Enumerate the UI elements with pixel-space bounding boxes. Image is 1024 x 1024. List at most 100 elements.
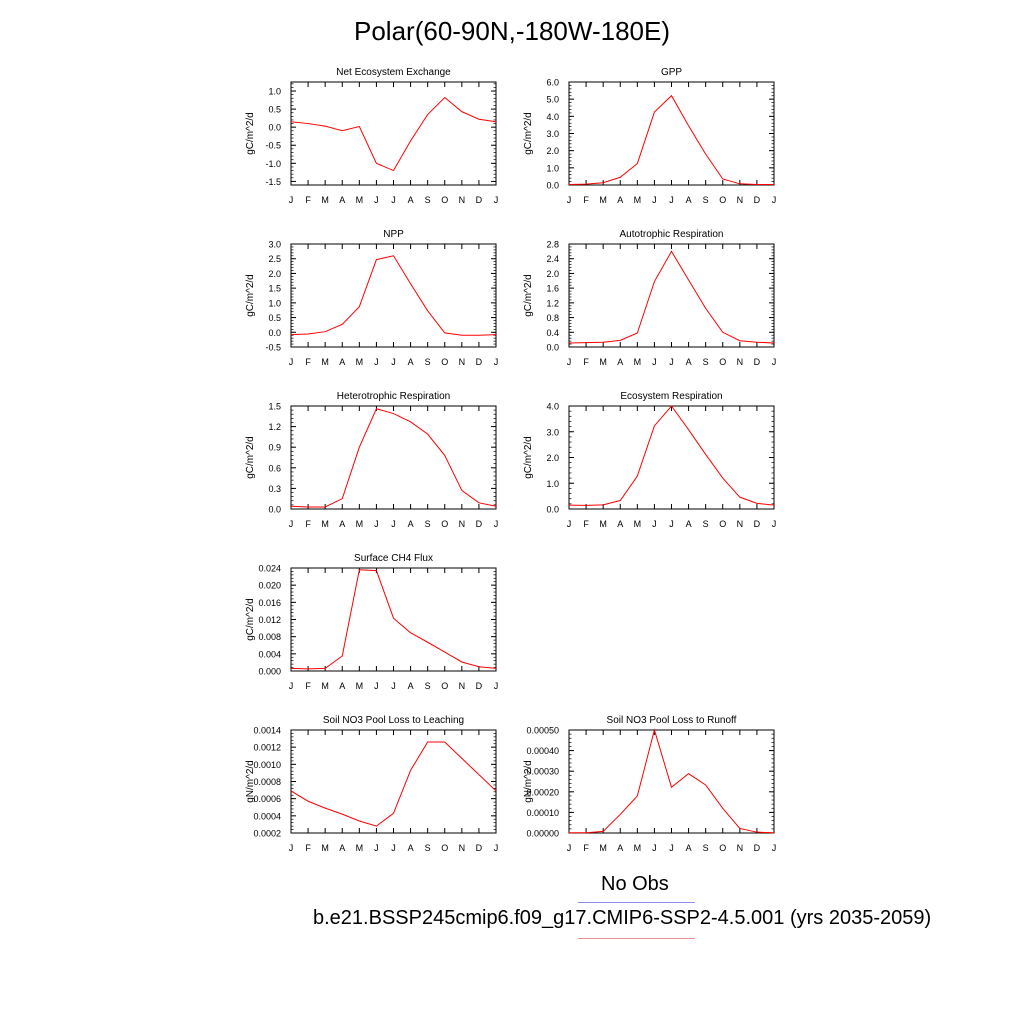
x-tick-label: S (425, 843, 431, 853)
y-tick-label: 4.0 (546, 402, 559, 412)
x-tick-label: J (652, 519, 657, 529)
y-axis-label: gN/m^2/d (245, 760, 256, 803)
x-tick-label: D (754, 843, 761, 853)
y-tick-label: 1.0 (268, 87, 281, 97)
x-tick-label: J (391, 519, 396, 529)
y-tick-label: 1.0 (268, 298, 281, 308)
y-tick-label: 5.0 (546, 95, 559, 105)
y-tick-label: 1.5 (268, 284, 281, 294)
y-tick-label: 0.016 (258, 598, 281, 608)
x-tick-label: M (321, 519, 329, 529)
y-tick-label: 1.6 (546, 284, 559, 294)
y-tick-label: 0.5 (268, 105, 281, 115)
y-tick-label: 0.9 (268, 443, 281, 453)
x-tick-label: A (339, 843, 345, 853)
y-tick-label: 1.0 (546, 479, 559, 489)
y-axis-label: gC/m^2/d (245, 274, 256, 317)
plot-frame (290, 567, 497, 672)
x-tick-label: O (719, 843, 726, 853)
x-tick-label: M (599, 519, 607, 529)
y-tick-label: 0.00020 (526, 787, 559, 797)
x-tick-label: N (737, 357, 744, 367)
x-tick-label: A (339, 195, 345, 205)
y-tick-label: 0.8 (546, 313, 559, 323)
x-tick-label: A (339, 357, 345, 367)
x-tick-label: F (583, 357, 589, 367)
y-axis-label: gC/m^2/d (523, 274, 534, 317)
x-tick-label: M (634, 843, 642, 853)
x-tick-label: J (494, 195, 499, 205)
y-tick-label: 0.0 (546, 505, 559, 515)
y-tick-label: -1.5 (265, 177, 281, 187)
x-tick-label: J (289, 681, 294, 691)
y-tick-label: 6.0 (546, 78, 559, 88)
y-tick-label: 0.004 (258, 649, 281, 659)
series-line (568, 94, 774, 185)
x-tick-label: A (408, 681, 414, 691)
y-tick-label: 4.0 (546, 112, 559, 122)
y-tick-label: 3.0 (546, 129, 559, 139)
x-tick-label: M (599, 843, 607, 853)
x-tick-label: J (494, 681, 499, 691)
x-tick-label: S (703, 357, 709, 367)
x-tick-label: O (719, 357, 726, 367)
x-tick-label: J (391, 843, 396, 853)
x-tick-label: J (289, 843, 294, 853)
plot-frame (568, 81, 775, 186)
x-tick-label: J (567, 195, 572, 205)
y-tick-label: 0.0 (546, 343, 559, 353)
y-tick-label: 3.0 (546, 427, 559, 437)
x-tick-label: S (425, 519, 431, 529)
x-tick-label: M (634, 195, 642, 205)
x-tick-label: O (441, 519, 448, 529)
x-tick-label: S (425, 681, 431, 691)
x-tick-label: F (305, 195, 311, 205)
x-tick-label: A (686, 843, 692, 853)
y-tick-label: 0.0 (546, 181, 559, 191)
y-tick-label: 0.00010 (526, 808, 559, 818)
y-axis-label: gC/m^2/d (523, 436, 534, 479)
x-tick-label: F (583, 843, 589, 853)
x-tick-label: J (567, 519, 572, 529)
y-tick-label: -0.5 (265, 343, 281, 353)
x-tick-label: O (441, 681, 448, 691)
x-tick-label: J (652, 843, 657, 853)
legend-obs-label: No Obs (601, 873, 669, 895)
y-tick-label: 0.0004 (253, 811, 281, 821)
y-tick-label: 0.008 (258, 632, 281, 642)
x-tick-label: J (494, 843, 499, 853)
x-tick-label: M (321, 357, 329, 367)
y-tick-label: 0.00050 (526, 726, 559, 736)
plot-frame (568, 405, 775, 510)
panel-title: Ecosystem Respiration (620, 391, 722, 402)
y-tick-label: 0.4 (546, 328, 559, 338)
x-tick-label: O (441, 843, 448, 853)
x-tick-label: S (703, 519, 709, 529)
x-tick-label: J (374, 357, 379, 367)
x-tick-label: J (391, 681, 396, 691)
y-axis-label: gC/m^2/d (523, 112, 534, 155)
plot-frame (290, 243, 497, 348)
x-tick-label: J (494, 519, 499, 529)
y-tick-label: 0.00040 (526, 746, 559, 756)
y-tick-label: 0.000 (258, 667, 281, 677)
plot-frame (568, 243, 775, 348)
x-tick-label: D (476, 681, 483, 691)
y-tick-label: 1.2 (546, 298, 559, 308)
x-tick-label: F (305, 519, 311, 529)
x-tick-label: A (408, 843, 414, 853)
y-tick-label: 0.0002 (253, 829, 281, 839)
y-tick-label: 1.0 (546, 163, 559, 173)
y-tick-label: 1.2 (268, 422, 281, 432)
panel-8: Soil NO3 Pool Loss to Leaching gN/m^2/d J F… (245, 715, 498, 853)
legend-case-label: b.e21.BSSP245cmip6.f09_g17.CMIP6-SSP2-4.… (313, 907, 932, 929)
y-tick-label: 0.00000 (526, 829, 559, 839)
x-tick-label: O (441, 357, 448, 367)
x-tick-label: A (617, 195, 623, 205)
x-tick-label: D (754, 357, 761, 367)
panel-title: GPP (661, 67, 682, 78)
